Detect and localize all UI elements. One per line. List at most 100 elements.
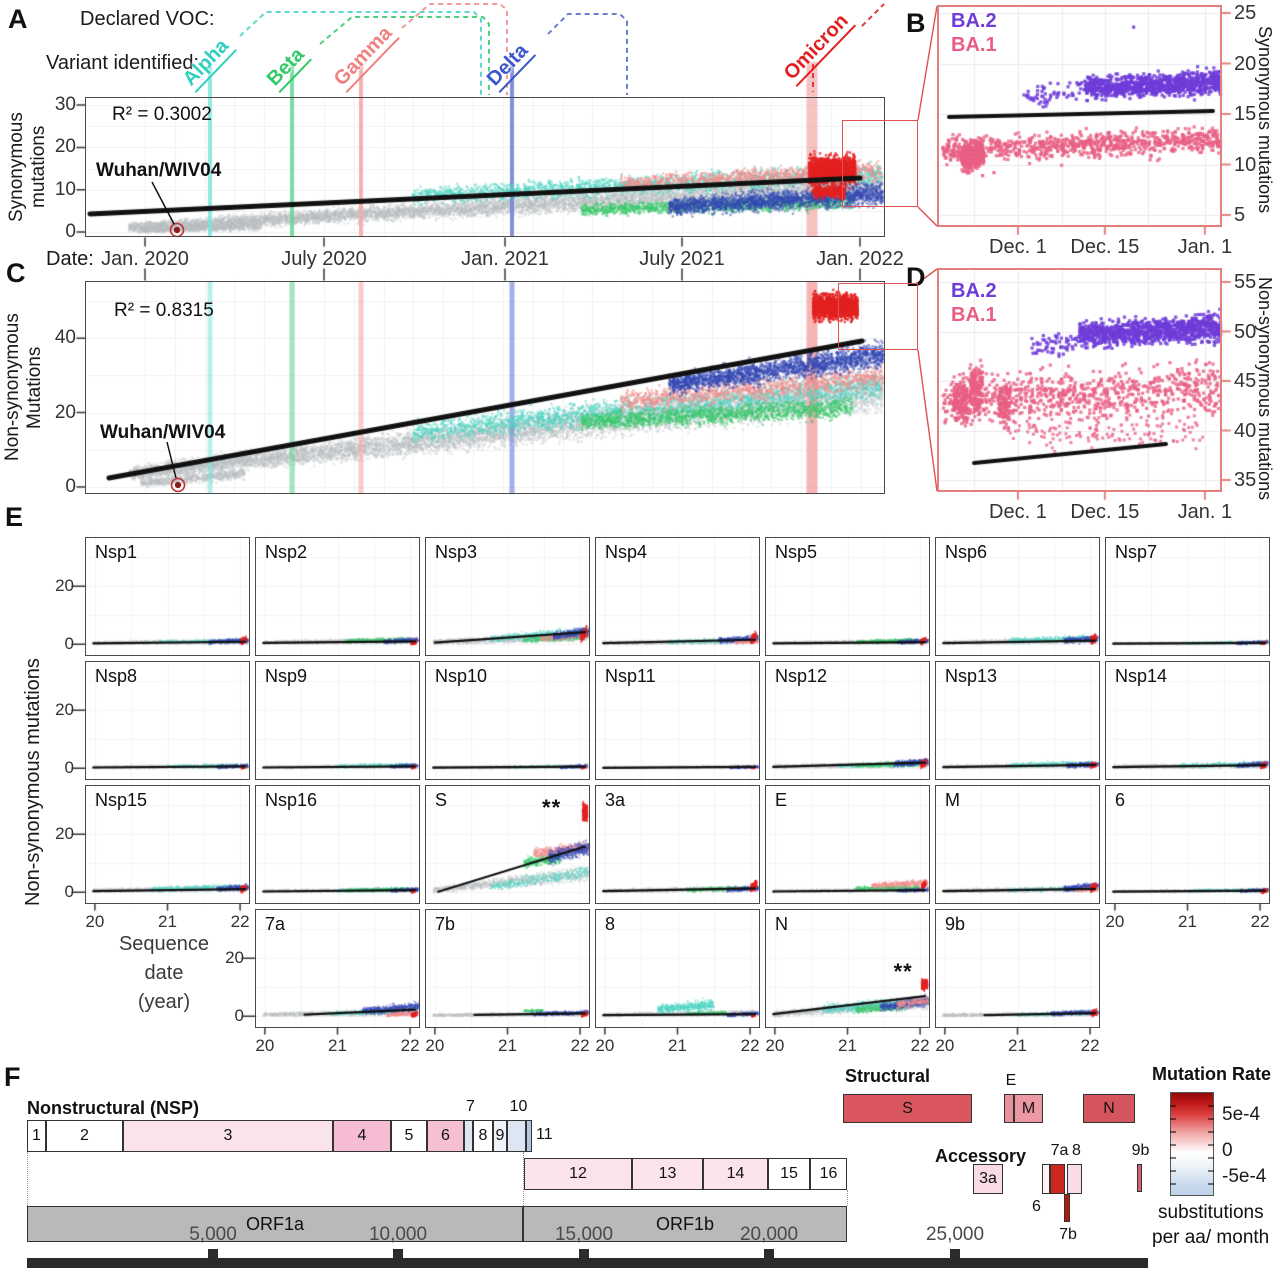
mutation-rate-tick-left: [1170, 1131, 1176, 1133]
panel-e-title-S: S: [435, 790, 448, 810]
panel-e-title-Nsp2: Nsp2: [265, 542, 308, 562]
panel-e-frame-7a: [255, 909, 420, 1028]
accessory-section-title: Accessory: [935, 1146, 1027, 1166]
mutation-rate-tick-right: [1208, 1144, 1214, 1146]
panel-e-frame-Nsp13: [935, 661, 1100, 780]
panel-e-title-6: 6: [1115, 790, 1126, 810]
panel_d-x-tick-Dec. 1: Dec. 1: [989, 501, 1047, 523]
panel-e-x-tick: 20: [85, 912, 105, 931]
genome-scale-tick-15,000: [579, 1249, 589, 1258]
nsp-box-2: 2: [46, 1120, 123, 1152]
nsp-box-10: [507, 1120, 526, 1152]
nsp-box-15: 15: [768, 1158, 810, 1190]
panel-e-title-Nsp3: Nsp3: [435, 542, 478, 562]
panel-e-x-tick: 22: [570, 1036, 590, 1055]
accessory-box-3a: 3a: [973, 1164, 1003, 1194]
nsp-box-5: 5: [391, 1120, 427, 1152]
panel_c-y-tick-0: 0: [65, 476, 76, 497]
panel-b-legend-ba2: BA.2: [951, 10, 997, 32]
panel_c-y-tick-20: 20: [54, 401, 76, 423]
panel-a-zoom-indicator: [842, 120, 918, 207]
panel-e-x-tick: 20: [425, 1036, 445, 1055]
genome-scale-bar: [27, 1258, 1148, 1268]
genome-scale-label-25,000: 25,000: [925, 1224, 985, 1245]
panel-e-x-tick: 21: [328, 1036, 347, 1055]
panel_c-y-tick-40: 40: [54, 327, 76, 349]
panel-c-zoom-indicator: [838, 283, 918, 350]
panel-e-frame-Nsp2: [255, 537, 420, 656]
nsp-box-13: 13: [632, 1158, 703, 1190]
panel-e-title-Nsp7: Nsp7: [1115, 542, 1158, 562]
panel-c-wuhan-label: Wuhan/WIV04: [100, 422, 226, 443]
panel-e-title-Nsp16: Nsp16: [265, 790, 318, 810]
mutation-rate-tick-left: [1170, 1170, 1176, 1172]
panel-e-frame-Nsp10: [425, 661, 590, 780]
panel-e-title-Nsp6: Nsp6: [945, 542, 988, 562]
panel_b-y-tick-15: 15: [1234, 103, 1257, 125]
panel_a-y-tick-20: 20: [54, 136, 76, 158]
genome-scale-tick-20,000: [764, 1249, 774, 1258]
panel-c-frame: [85, 281, 885, 494]
panel-d-letter: D: [906, 262, 926, 292]
panel-e-y-tick: 20: [225, 948, 244, 968]
panel-e-title-M: M: [945, 790, 960, 810]
panel-e-title-Nsp5: Nsp5: [775, 542, 818, 562]
panel-e-title-Nsp13: Nsp13: [945, 666, 998, 686]
panel-e-significance-N: **: [893, 959, 913, 985]
panel_a-y-tick-0: 0: [65, 221, 76, 242]
panel_b-y-tick-20: 20: [1234, 52, 1257, 75]
nsp-box-4: 4: [333, 1120, 391, 1152]
panel-e-x-tick: 21: [838, 1036, 857, 1055]
date-axis-label: Date:: [46, 248, 94, 270]
panel-f-letter: F: [4, 1062, 21, 1092]
panel-e-frame-Nsp9: [255, 661, 420, 780]
date-tick-July 2020: July 2020: [281, 248, 367, 270]
panel-e-title-9b: 9b: [945, 914, 966, 934]
genome-scale-label-5,000: 5,000: [189, 1224, 237, 1245]
panel-e-x-tick: 20: [1105, 912, 1125, 931]
mutation-rate-tick-right: [1208, 1157, 1214, 1159]
structural-label-E: E: [1005, 1072, 1017, 1089]
panel-a-letter: A: [8, 4, 28, 34]
panel_d-y-tick-50: 50: [1234, 320, 1257, 343]
accessory-box-6: [1042, 1164, 1050, 1194]
panel-e-frame-9b: [935, 909, 1100, 1028]
panel-c-r2-label: R² = 0.8315: [114, 300, 214, 321]
panel-e-y-tick: 20: [55, 576, 74, 596]
accessory-label-6: 6: [1032, 1198, 1041, 1215]
date-tick-Jan. 2022: Jan. 2022: [816, 248, 904, 270]
panel-e-x-tick: 20: [935, 1036, 955, 1055]
date-tick-Jan. 2020: Jan. 2020: [101, 248, 189, 270]
mutation-rate-value--5e-4: -5e-4: [1222, 1166, 1267, 1187]
panel-e-frame-Nsp12: [765, 661, 930, 780]
mutation-rate-tick-left: [1170, 1157, 1176, 1159]
structural-section-title: Structural: [845, 1066, 931, 1086]
panel-d-frame: [937, 268, 1222, 492]
nsp-label-11: 11: [536, 1126, 553, 1143]
panel-e-y-tick: 0: [64, 634, 74, 654]
panel-e-x-tick: 22: [1250, 912, 1270, 931]
panel_b-x-tick-Jan. 1: Jan. 1: [1177, 236, 1233, 258]
panel-e-x-tick: 21: [1178, 912, 1197, 931]
genome-scale-tick-25,000: [950, 1249, 960, 1258]
panel-a-r2-label: R² = 0.3002: [112, 104, 212, 125]
panel-e-title-Nsp11: Nsp11: [605, 666, 656, 686]
panel-e-x-axis-title: Sequence date (year): [86, 930, 242, 1017]
panel-e-frame-Nsp7: [1105, 537, 1270, 656]
nsp-box-1: 1: [27, 1120, 46, 1152]
nsp-label-10: 10: [509, 1098, 528, 1115]
genome-scale-tick-5,000: [208, 1249, 218, 1258]
panel-e-x-tick: 21: [1008, 1036, 1027, 1055]
panel-e-x-tick: 21: [668, 1036, 687, 1055]
panel-e-y-tick: 20: [55, 824, 74, 844]
accessory-label-7a: 7a: [1050, 1142, 1069, 1159]
panel-e-title-Nsp4: Nsp4: [605, 542, 648, 562]
panel_d-x-tick-Jan. 1: Jan. 1: [1177, 501, 1233, 523]
panel-b-y-axis-title: Synonymous mutations: [1255, 26, 1275, 214]
mutation-rate-tick-right: [1208, 1131, 1214, 1133]
panel-e-y-tick: 0: [64, 882, 74, 902]
panel-e-title-7b: 7b: [435, 914, 456, 934]
panel-e-frame-Nsp16: [255, 785, 420, 904]
